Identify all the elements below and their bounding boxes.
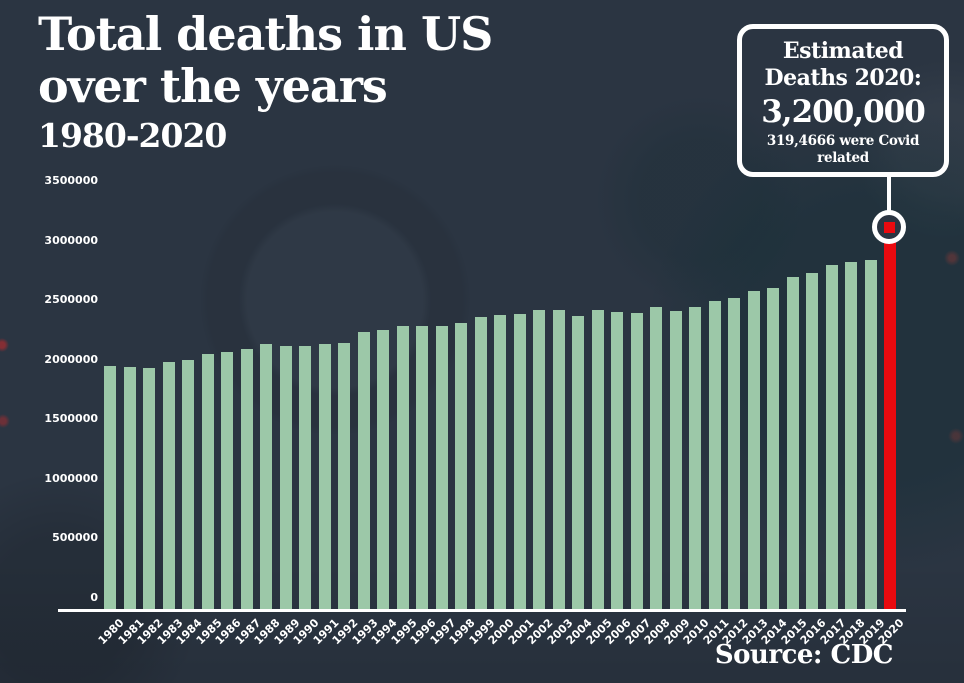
- source-credit: Source: CDC: [714, 640, 894, 670]
- estimate-callout-box: Estimated Deaths 2020: 3,200,000 319,466…: [737, 24, 949, 177]
- bar-1992: [338, 343, 350, 609]
- bar-1982: [143, 368, 155, 609]
- chart-title: Total deaths in US over the years 1980-2…: [38, 7, 493, 155]
- bar-1993: [358, 332, 370, 609]
- bar-1998: [455, 323, 467, 609]
- highlight-marker-dot: [883, 221, 895, 233]
- callout-heading-line2: Deaths 2020:: [764, 65, 922, 91]
- bar-1987: [241, 349, 253, 609]
- x-axis-line: [58, 609, 906, 612]
- bar-2005: [592, 310, 604, 609]
- y-tick-3000000: 3000000: [44, 234, 98, 247]
- highlight-marker-ring: [872, 210, 906, 244]
- y-tick-2500000: 2500000: [44, 293, 98, 306]
- bar-1997: [436, 326, 448, 609]
- bar-2013: [748, 291, 760, 609]
- bar-1980: [104, 366, 116, 609]
- y-tick-1500000: 1500000: [44, 412, 98, 425]
- bar-1986: [221, 352, 233, 609]
- chart-title-years: 1980-2020: [38, 116, 227, 155]
- bar-2015: [787, 277, 799, 609]
- callout-estimated-value: 3,200,000: [761, 94, 926, 130]
- bar-1988: [260, 344, 272, 609]
- callout-heading-line1: Estimated: [782, 38, 904, 64]
- bar-2008: [650, 307, 662, 609]
- y-tick-0: 0: [90, 591, 98, 604]
- bar-2001: [514, 314, 526, 609]
- bar-1984: [182, 360, 194, 609]
- bar-1990: [299, 346, 311, 609]
- bar-1989: [280, 346, 292, 609]
- bar-2012: [728, 298, 740, 609]
- bar-1985: [202, 354, 214, 609]
- y-tick-2000000: 2000000: [44, 353, 98, 366]
- bar-2011: [709, 301, 721, 609]
- bar-2016: [806, 273, 818, 609]
- bar-2000: [494, 315, 506, 609]
- chart-title-line1: Total deaths in US: [38, 7, 493, 61]
- callout-connector-line: [887, 176, 891, 212]
- callout-covid-subtext: 319,4666 were Covid related: [766, 133, 920, 166]
- bar-1983: [163, 362, 175, 609]
- bar-1995: [397, 326, 409, 609]
- y-tick-3500000: 3500000: [44, 174, 98, 187]
- bar-2018: [845, 262, 857, 609]
- bar-2010: [689, 307, 701, 609]
- bar-2009: [670, 311, 682, 609]
- bar-2020: [884, 218, 896, 609]
- bar-2014: [767, 288, 779, 609]
- bar-2004: [572, 316, 584, 609]
- bar-2006: [611, 312, 623, 609]
- bar-1996: [416, 326, 428, 609]
- bar-1999: [475, 317, 487, 609]
- bar-2007: [631, 313, 643, 609]
- bar-2002: [533, 310, 545, 609]
- bar-2003: [553, 310, 565, 609]
- bar-2019: [865, 260, 877, 609]
- bar-1991: [319, 344, 331, 609]
- bar-1981: [124, 367, 136, 609]
- y-tick-500000: 500000: [52, 531, 98, 544]
- chart-title-line2: over the years: [38, 59, 388, 113]
- bar-1994: [377, 330, 389, 609]
- y-tick-1000000: 1000000: [44, 472, 98, 485]
- bar-2017: [826, 265, 838, 609]
